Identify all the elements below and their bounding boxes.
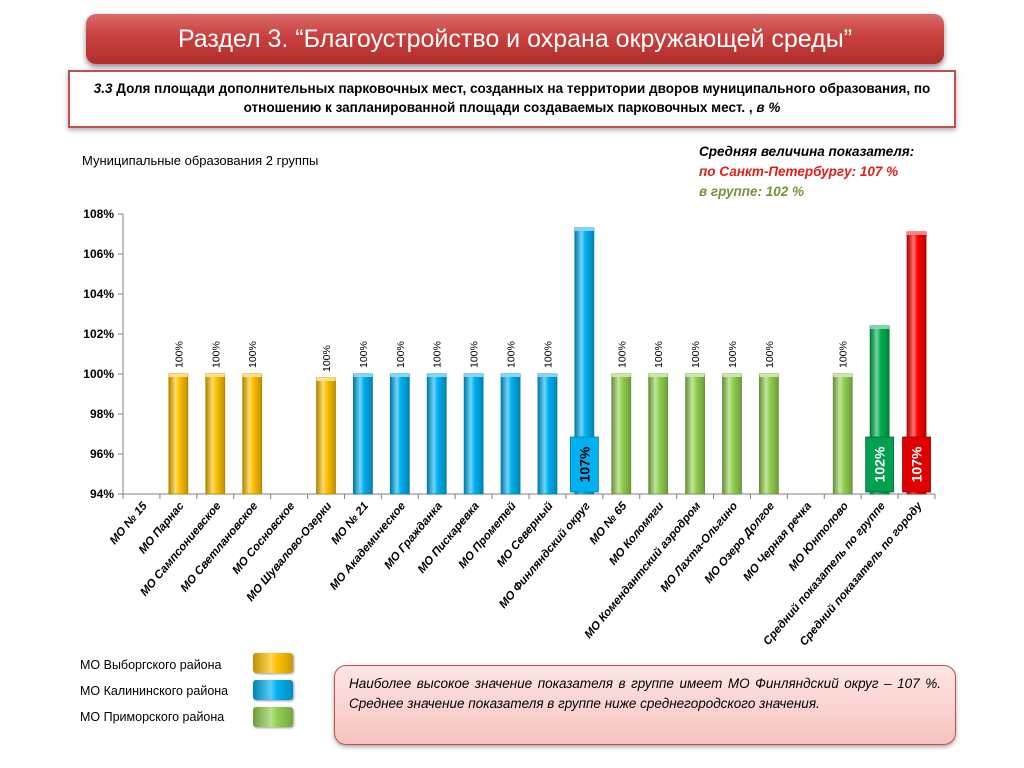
y-tick-label: 94% bbox=[90, 487, 114, 501]
legend-swatch-vyborgsky bbox=[253, 653, 293, 673]
legend-label-primorsky: МО Приморского района bbox=[80, 710, 225, 724]
bar bbox=[500, 373, 521, 495]
bar bbox=[242, 373, 263, 495]
data-label: 100% bbox=[321, 345, 333, 372]
legend-label-kalininsky: МО Калининского района bbox=[80, 684, 229, 698]
y-tick-label: 100% bbox=[83, 367, 114, 381]
bar bbox=[389, 373, 410, 495]
data-label: 100% bbox=[395, 341, 407, 368]
bar bbox=[205, 373, 226, 495]
average-city: по Санкт-Петербургу: 107 % bbox=[699, 164, 899, 179]
data-label: 100% bbox=[616, 341, 628, 368]
data-label: 100% bbox=[764, 341, 776, 368]
bar bbox=[685, 373, 705, 495]
bar-top-highlight bbox=[685, 374, 705, 377]
bar-top-highlight bbox=[427, 374, 447, 377]
x-category-label: МО Черная речка bbox=[741, 500, 814, 584]
data-label: 100% bbox=[506, 341, 518, 368]
group-label: Муниципальные образования 2 группы bbox=[82, 153, 319, 168]
x-category-label: МО Сосновское bbox=[231, 500, 298, 577]
data-label-box bbox=[569, 436, 599, 493]
legend-swatch-primorsky bbox=[253, 707, 293, 727]
conclusion-text: Наиболее высокое значение показателя в г… bbox=[349, 676, 941, 711]
y-tick-label: 108% bbox=[83, 207, 114, 221]
bar-top-highlight bbox=[537, 374, 557, 377]
y-tick-label: 102% bbox=[83, 327, 114, 341]
bar-top-highlight bbox=[648, 374, 668, 377]
y-tick-label: 106% bbox=[83, 247, 114, 261]
legend-swatch-kalininsky bbox=[253, 680, 293, 700]
bar-top-highlight bbox=[907, 232, 927, 235]
bar bbox=[353, 373, 373, 495]
data-label-box bbox=[865, 436, 895, 493]
bar bbox=[168, 373, 189, 495]
legend-label-vyborgsky: МО Выборгского района bbox=[80, 658, 222, 672]
indicator-text: Доля площади дополнительных парковочных … bbox=[116, 81, 931, 115]
bar-chart: 94%96%98%100%102%104%106%108%МО № 15100%… bbox=[83, 207, 936, 648]
data-label: 100% bbox=[210, 341, 222, 368]
conclusion-note: Наиболее высокое значение показателя в г… bbox=[334, 665, 956, 745]
data-label: 100% bbox=[727, 341, 739, 368]
data-label: 100% bbox=[247, 341, 259, 368]
bar bbox=[426, 373, 447, 495]
bar bbox=[648, 373, 669, 495]
bar-top-highlight bbox=[353, 374, 373, 377]
data-label: 100% bbox=[358, 341, 370, 368]
bar bbox=[611, 373, 632, 495]
y-tick-label: 96% bbox=[90, 447, 114, 461]
x-category-label: МО Озеро Долгое bbox=[703, 500, 778, 586]
y-tick-label: 98% bbox=[90, 407, 114, 421]
bar-top-highlight bbox=[574, 228, 594, 231]
indicator-definition-box: 3.3 Доля площади дополнительных парковоч… bbox=[68, 70, 956, 128]
bar-top-highlight bbox=[501, 374, 521, 377]
bar-top-highlight bbox=[316, 378, 336, 381]
data-label: 100% bbox=[173, 341, 185, 368]
bar bbox=[463, 373, 484, 495]
bar-top-highlight bbox=[390, 374, 410, 377]
data-label: 100% bbox=[838, 341, 850, 368]
section-title-banner: Раздел 3. “Благоустройство и охрана окру… bbox=[86, 14, 944, 64]
bar-top-highlight bbox=[722, 374, 742, 377]
bar bbox=[722, 373, 742, 495]
data-label: 107% bbox=[909, 446, 925, 482]
bar-top-highlight bbox=[759, 374, 779, 377]
data-label: 100% bbox=[542, 341, 554, 368]
bar-top-highlight bbox=[168, 374, 188, 377]
bar-top-highlight bbox=[242, 374, 262, 377]
indicator-unit: в % bbox=[756, 100, 781, 115]
section-title: Раздел 3. “Благоустройство и охрана окру… bbox=[177, 24, 853, 53]
bar bbox=[759, 373, 779, 495]
average-group: в группе: 102 % bbox=[699, 184, 805, 199]
data-label: 100% bbox=[432, 341, 444, 368]
indicator-number: 3.3 bbox=[93, 81, 113, 96]
bar bbox=[832, 373, 853, 495]
data-label: 107% bbox=[576, 446, 592, 482]
data-label-box bbox=[902, 436, 931, 493]
bar-top-highlight bbox=[205, 374, 225, 377]
bar-top-highlight bbox=[870, 326, 890, 329]
data-label: 100% bbox=[653, 341, 665, 368]
average-heading: Средняя величина показателя: bbox=[699, 144, 915, 159]
data-label: 100% bbox=[690, 341, 702, 368]
bar-top-highlight bbox=[464, 374, 484, 377]
bar bbox=[316, 377, 336, 495]
bar-top-highlight bbox=[611, 374, 631, 377]
data-label: 100% bbox=[469, 341, 481, 368]
average-summary: Средняя величина показателя: по Санкт-Пе… bbox=[699, 142, 914, 202]
bar bbox=[537, 373, 558, 495]
data-label: 102% bbox=[872, 446, 888, 482]
y-tick-label: 104% bbox=[83, 287, 114, 301]
bar-top-highlight bbox=[833, 374, 853, 377]
